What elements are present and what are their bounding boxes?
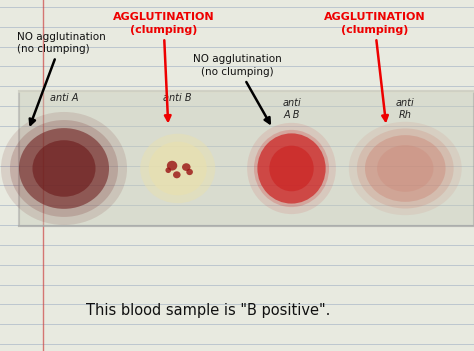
Ellipse shape — [357, 128, 454, 208]
Ellipse shape — [149, 141, 207, 195]
Ellipse shape — [186, 169, 193, 175]
Ellipse shape — [349, 122, 462, 215]
Ellipse shape — [254, 130, 329, 207]
Ellipse shape — [365, 135, 446, 202]
Text: anti A: anti A — [50, 93, 78, 103]
Ellipse shape — [257, 133, 326, 204]
Text: AGGLUTINATION
(clumping): AGGLUTINATION (clumping) — [324, 12, 425, 121]
Text: anti
A B: anti A B — [282, 98, 301, 120]
Ellipse shape — [165, 167, 171, 173]
Ellipse shape — [173, 171, 181, 178]
FancyBboxPatch shape — [19, 91, 474, 226]
Text: This blood sample is "B positive".: This blood sample is "B positive". — [86, 303, 331, 318]
Ellipse shape — [10, 120, 118, 217]
Text: anti
Rh: anti Rh — [396, 98, 415, 120]
Ellipse shape — [32, 140, 95, 197]
Ellipse shape — [269, 146, 314, 191]
Text: AGGLUTINATION
(clumping): AGGLUTINATION (clumping) — [113, 12, 214, 121]
Text: NO agglutination
(no clumping): NO agglutination (no clumping) — [17, 32, 105, 125]
Ellipse shape — [182, 163, 191, 171]
Ellipse shape — [1, 112, 127, 225]
Ellipse shape — [19, 128, 109, 209]
Ellipse shape — [167, 161, 177, 171]
Ellipse shape — [140, 134, 215, 203]
Ellipse shape — [247, 123, 336, 214]
Text: anti B: anti B — [164, 93, 192, 103]
Text: NO agglutination
(no clumping): NO agglutination (no clumping) — [192, 54, 282, 123]
Ellipse shape — [377, 145, 433, 192]
